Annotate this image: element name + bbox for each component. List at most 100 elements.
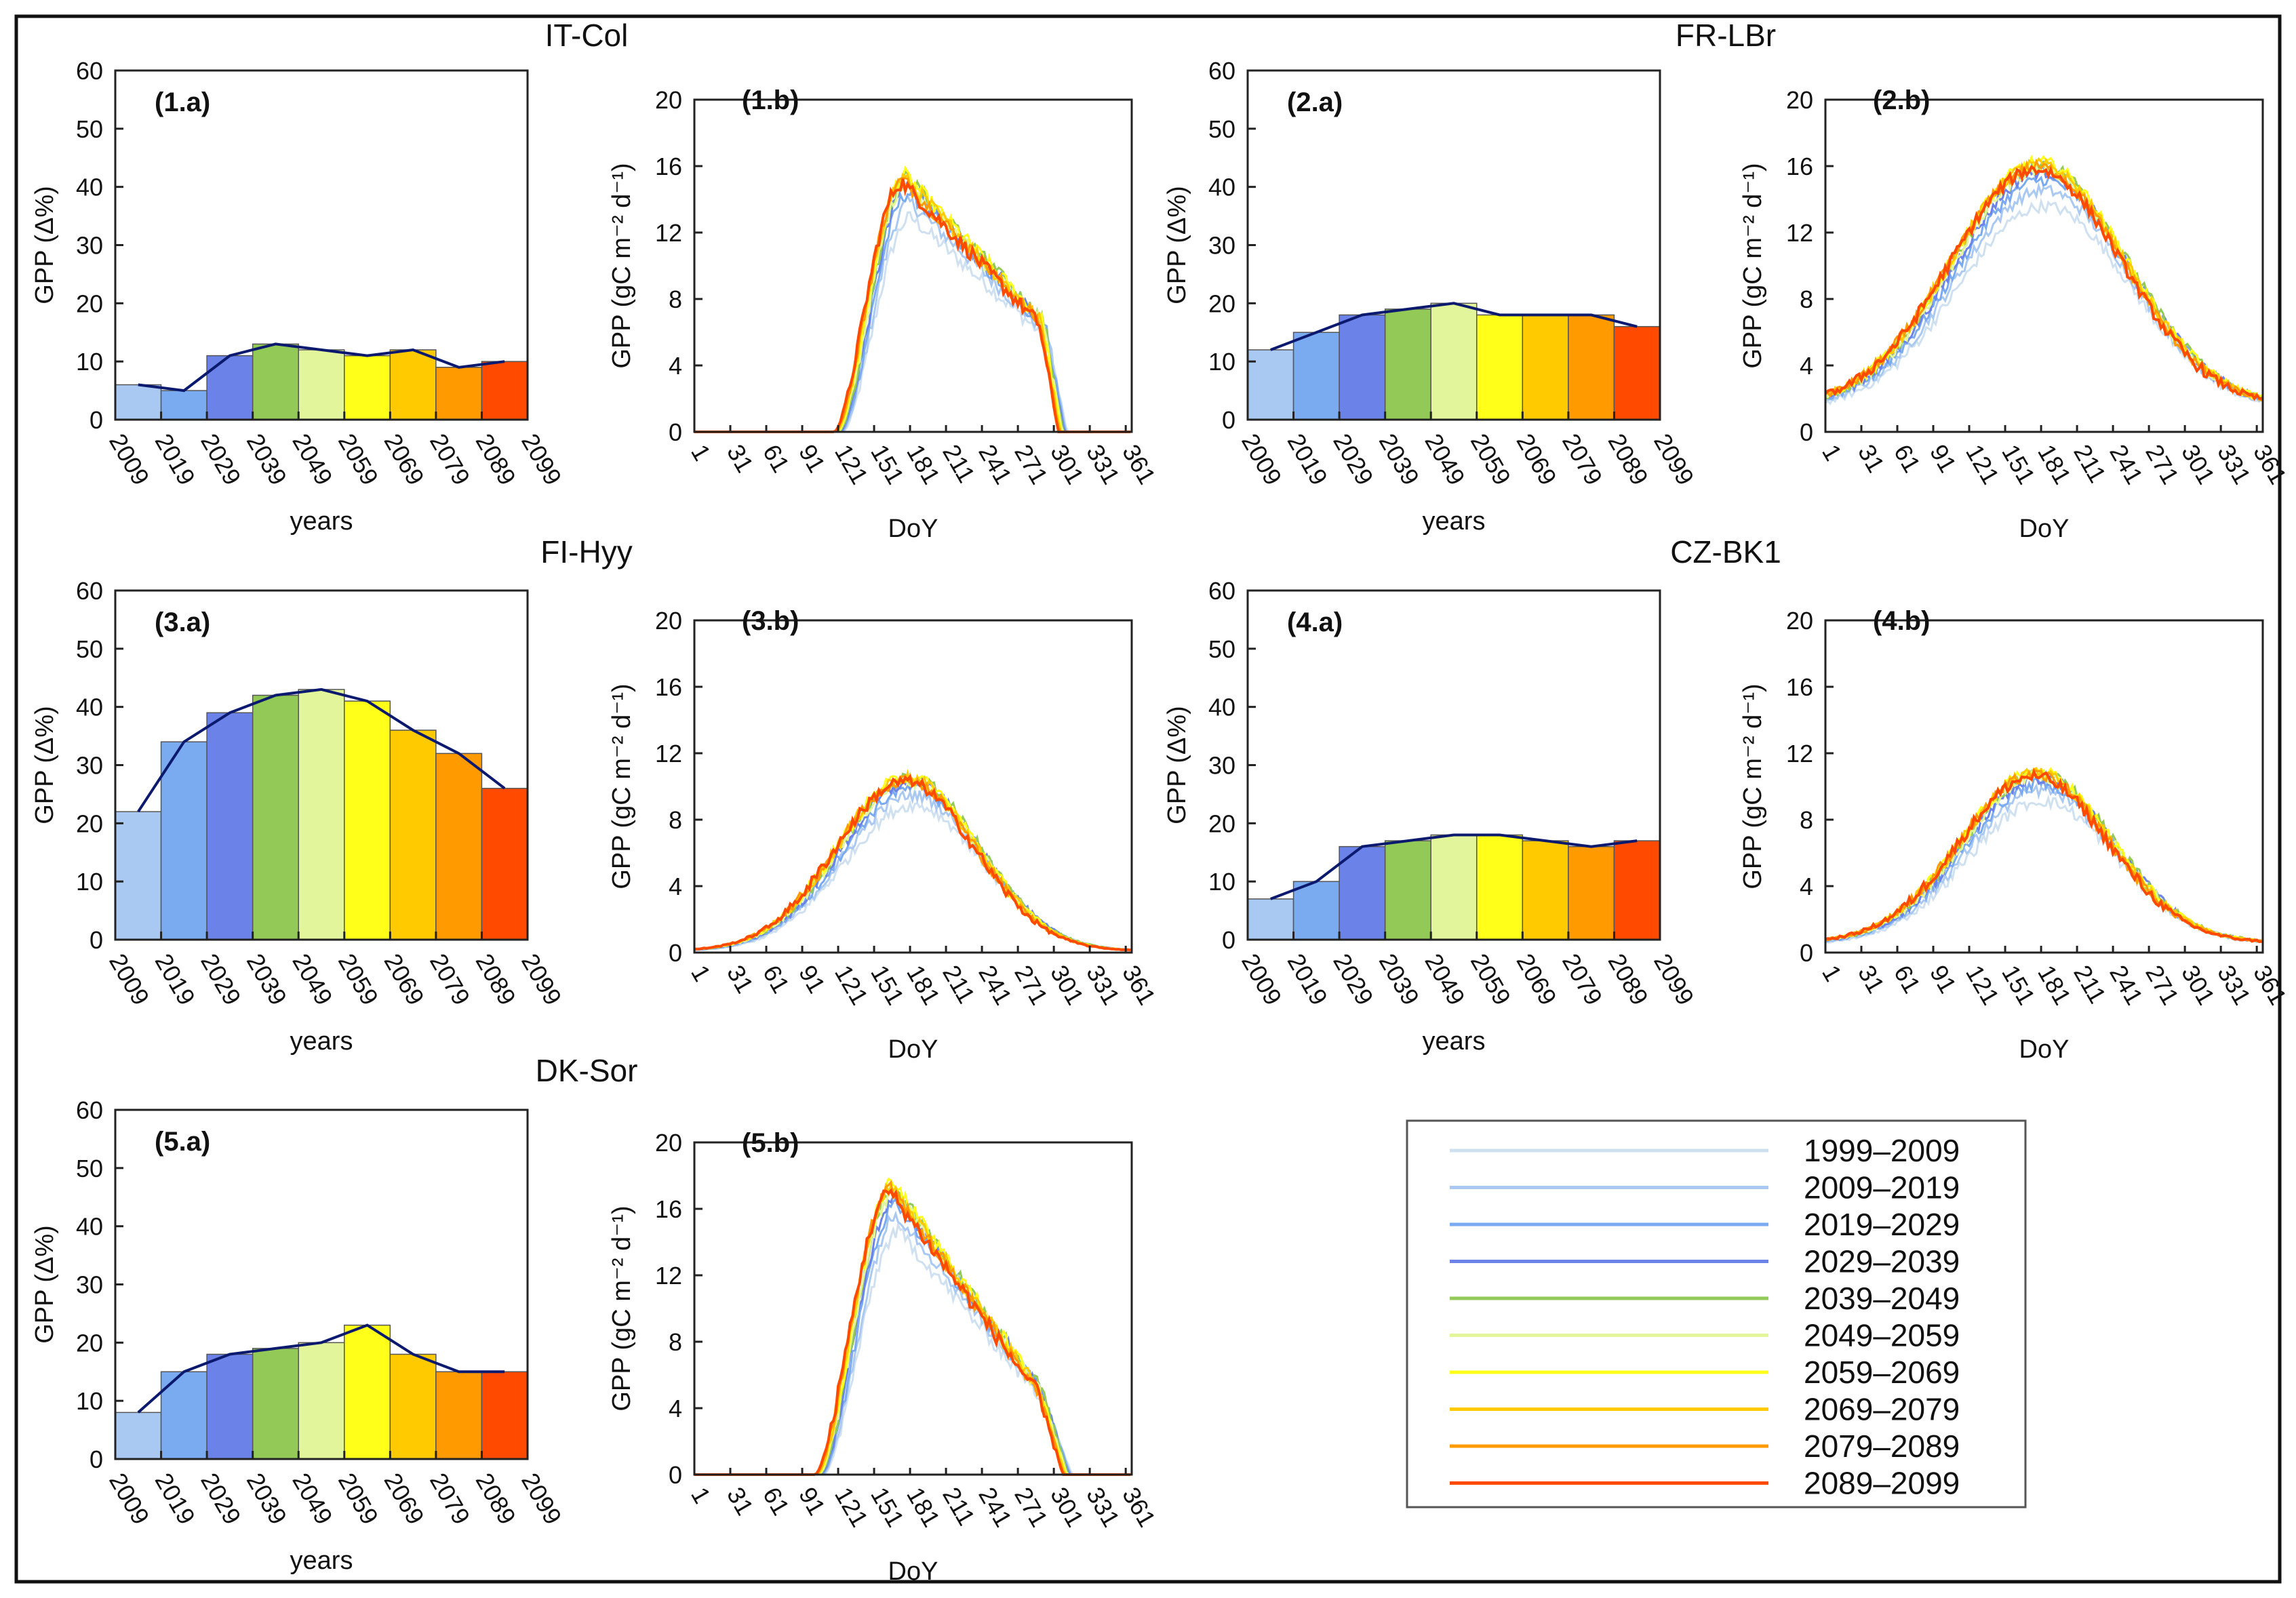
panel-4a-bar (1339, 845, 1386, 940)
panel-5a-bar (389, 1353, 437, 1460)
panel-5a-ytick-label: 50 (76, 1155, 103, 1182)
panel-3b-ylabel: GPP (gC m⁻² d⁻¹) (608, 683, 636, 889)
panel-3a-ytick-label: 30 (76, 752, 103, 780)
panel-3a-label: (3.a) (155, 607, 210, 637)
panel-3a-ytick-label: 40 (76, 694, 103, 721)
legend: 1999–20092009–20192019–20292029–20392039… (1406, 1119, 2027, 1509)
panel-4b-ytick-label: 20 (1786, 607, 1813, 635)
panel-4b-ytick-label: 12 (1786, 740, 1813, 767)
panel-2b-ytick-label: 4 (1800, 352, 1813, 380)
panel-1b-ytick-label: 12 (655, 219, 682, 247)
panel-4a-ytick-label: 50 (1208, 635, 1235, 663)
legend-box (1406, 1119, 2027, 1509)
panel-4a-bar (1613, 840, 1661, 940)
panel-3a-bar (344, 700, 391, 940)
panel-1a-trend-line (138, 342, 505, 393)
panel-3a-ytick-label: 60 (76, 577, 103, 605)
legend-label: 2049–2059 (1804, 1318, 1960, 1353)
panel-4b-ytick-label: 4 (1800, 873, 1813, 900)
panel-5b-xlabel: DoY (888, 1557, 938, 1586)
panel-1a-bar (252, 343, 299, 420)
panel-3a-bar (252, 694, 299, 940)
panel-4b-frame (1824, 619, 2264, 954)
panel-1a-ytick-label: 40 (76, 174, 103, 201)
panel-1a-ytick-label: 0 (90, 406, 103, 434)
panel-5b-label: (5.b) (742, 1128, 799, 1158)
panel-2a-ylabel: GPP (Δ%) (1163, 186, 1191, 304)
panel-3b-ytick-label: 0 (669, 939, 682, 967)
panel-1a-bar (115, 384, 162, 420)
panel-1b-ytick-label: 4 (669, 352, 682, 380)
panel-1a-label: (1.a) (155, 87, 210, 117)
panel-1b-frame (693, 98, 1133, 433)
panel-5a-xlabel: years (290, 1546, 353, 1575)
panel-3a-ytick-label: 50 (76, 635, 103, 663)
panel-4a-ytick-label: 10 (1208, 868, 1235, 896)
panel-2a-bar (1476, 314, 1524, 420)
panel-3a-bar-chart: 0102030405060200920192029203920492059206… (31, 577, 568, 1056)
panel-2a-xlabel: years (1423, 507, 1486, 536)
panel-4b-xlabel: DoY (2019, 1035, 2070, 1064)
panel-5a-ytick-label: 0 (90, 1445, 103, 1473)
panel-5b-ylabel: GPP (gC m⁻² d⁻¹) (608, 1205, 636, 1411)
panel-2a-ytick-label: 40 (1208, 174, 1235, 201)
panel-5a-ytick-label: 60 (76, 1096, 103, 1124)
legend-label: 2079–2089 (1804, 1429, 1960, 1464)
site-title-cz-bk1: CZ-BK1 (1670, 534, 1781, 570)
panel-5b-ytick-label: 20 (655, 1129, 682, 1157)
panel-1b-ytick-label: 16 (655, 153, 682, 180)
panel-1a-ytick-label: 10 (76, 348, 103, 376)
panel-2b-frame (1824, 98, 2264, 433)
legend-label: 2029–2039 (1804, 1244, 1960, 1279)
legend-label: 1999–2009 (1804, 1133, 1960, 1168)
panel-1b-xlabel: DoY (888, 515, 938, 543)
legend-label: 2089–2099 (1804, 1466, 1960, 1501)
legend-label: 2009–2019 (1804, 1170, 1960, 1205)
panel-2a-ytick-label: 50 (1208, 115, 1235, 143)
panel-4a-ylabel: GPP (Δ%) (1163, 706, 1191, 824)
panel-5a-ytick-label: 40 (76, 1213, 103, 1241)
panel-1a-xlabel: years (290, 507, 353, 536)
panel-2b-ytick-label: 16 (1786, 153, 1813, 180)
panel-3b-ytick-label: 20 (655, 607, 682, 635)
panel-1a-bar (481, 361, 528, 420)
panel-4a-bar (1522, 840, 1569, 940)
panel-5a-bar (298, 1342, 345, 1460)
panel-2b-series-line (1825, 176, 2263, 402)
panel-1a-bar (160, 390, 207, 420)
panel-4a-bar (1476, 834, 1524, 940)
panel-2b-ytick-label: 12 (1786, 219, 1813, 247)
panel-5b-frame (693, 1141, 1133, 1476)
panel-5a-label: (5.a) (155, 1127, 210, 1157)
panel-1b-ytick-label: 20 (655, 86, 682, 114)
panel-4a-xlabel: years (1423, 1027, 1486, 1056)
panel-1b-label: (1.b) (742, 85, 799, 115)
panel-5a-ytick-label: 10 (76, 1387, 103, 1415)
site-title-fr-lbr: FR-LBr (1676, 18, 1776, 53)
panel-2b-label: (2.b) (1873, 85, 1930, 115)
panel-4a-bar (1247, 898, 1294, 940)
panel-5b-ytick-label: 16 (655, 1195, 682, 1223)
panel-3a-trend-line (137, 687, 506, 813)
panel-2a-bar (1613, 325, 1661, 420)
panel-3a-ytick-label: 20 (76, 810, 103, 837)
panel-2a-bar (1384, 308, 1431, 420)
panel-5a-trend-line (137, 1323, 505, 1414)
panel-2a-bar (1292, 332, 1340, 420)
panel-1a-ylabel: GPP (Δ%) (31, 186, 59, 304)
panel-3a-bar (435, 753, 483, 940)
panel-5b-ytick-label: 8 (669, 1328, 682, 1356)
panel-4a-label: (4.a) (1287, 607, 1343, 637)
panel-2b-ytick-label: 0 (1800, 418, 1813, 446)
panel-2a-ytick-label: 0 (1222, 406, 1235, 434)
panel-3a-xlabel: years (290, 1027, 353, 1056)
panel-1a-bar (298, 349, 345, 420)
panel-1a-bar (435, 367, 483, 420)
panel-1b-ylabel: GPP (gC m⁻² d⁻¹) (608, 163, 636, 368)
panel-3b-xlabel: DoY (888, 1035, 938, 1064)
panel-2a-bar (1522, 314, 1569, 420)
panel-5a-ylabel: GPP (Δ%) (31, 1225, 59, 1344)
panel-3b-frame (693, 619, 1133, 954)
